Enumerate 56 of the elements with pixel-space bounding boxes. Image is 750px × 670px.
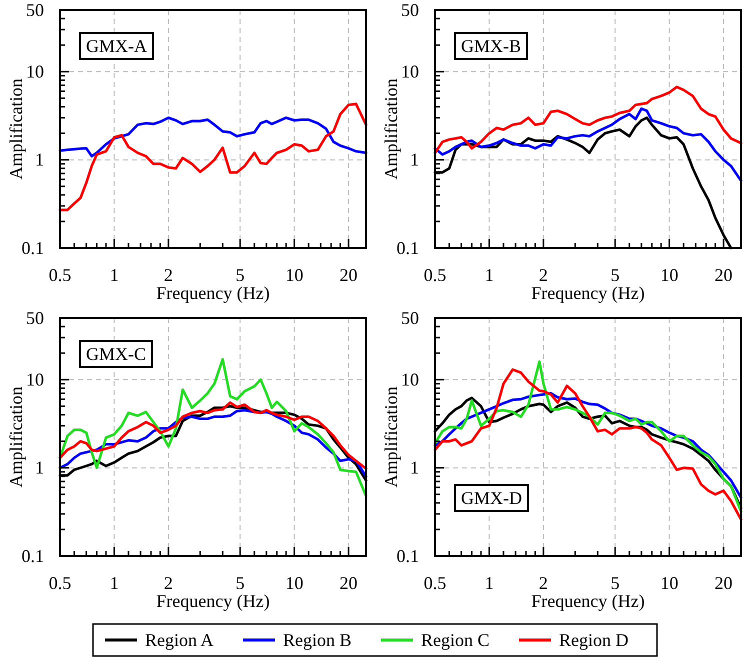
x-axis-title: Frequency (Hz) [156,283,270,303]
x-tick-label: 10 [285,572,304,593]
x-tick-label: 0.5 [48,264,72,285]
y-tick-label: 10 [401,61,419,82]
x-tick-label: 10 [285,264,304,285]
y-tick-label: 1 [410,150,419,170]
y-axis-title: Amplification [381,386,401,488]
x-tick-label: 5 [236,572,245,593]
y-axis-title: Amplification [6,386,26,488]
x-tick-label: 1 [484,264,494,285]
x-tick-label: 10 [660,264,678,285]
x-tick-label: 2 [538,264,548,285]
x-tick-label: 1 [110,572,119,593]
x-tick-label: 0.5 [424,572,446,593]
x-tick-label: 2 [164,264,173,285]
y-tick-label: 50 [401,308,419,328]
y-tick-label: 10 [26,61,44,82]
x-tick-label: 20 [714,572,733,593]
x-axis-title: Frequency (Hz) [531,283,645,303]
annotation: GMX-B [461,36,522,56]
legend-label: Region A [145,630,214,650]
x-tick-label: 20 [340,572,358,593]
annotation: GMX-C [86,344,146,364]
y-axis-title: Amplification [6,78,26,180]
y-tick-label: 1 [410,458,419,478]
x-tick-label: 10 [660,572,678,593]
x-tick-label: 5 [610,572,620,593]
x-tick-label: 0.5 [48,572,72,593]
x-axis-title: Frequency (Hz) [156,591,270,611]
x-tick-label: 20 [340,264,358,285]
x-tick-label: 1 [110,264,119,285]
y-tick-label: 50 [401,0,419,20]
y-axis-title: Amplification [381,78,401,180]
x-tick-label: 5 [610,264,620,285]
annotation: GMX-D [461,488,522,508]
y-tick-label: 50 [26,308,44,328]
x-tick-label: 20 [714,264,733,285]
annotation: GMX-A [86,36,147,56]
y-tick-label: 0.1 [396,238,419,258]
x-tick-label: 2 [538,572,548,593]
y-tick-label: 1 [35,458,44,478]
y-tick-label: 0.1 [22,238,44,258]
x-tick-label: 1 [484,572,494,593]
y-tick-label: 0.1 [22,546,44,566]
x-tick-label: 5 [236,264,245,285]
legend-label: Region D [559,630,628,650]
y-tick-label: 1 [35,150,44,170]
y-tick-label: 0.1 [396,546,419,566]
legend-label: Region B [283,630,352,650]
x-axis-title: Frequency (Hz) [531,591,645,611]
x-tick-label: 0.5 [424,264,446,285]
y-tick-label: 50 [26,0,44,20]
y-tick-label: 10 [26,369,44,390]
y-tick-label: 10 [401,369,419,390]
legend-label: Region C [421,630,490,650]
x-tick-label: 2 [164,572,173,593]
